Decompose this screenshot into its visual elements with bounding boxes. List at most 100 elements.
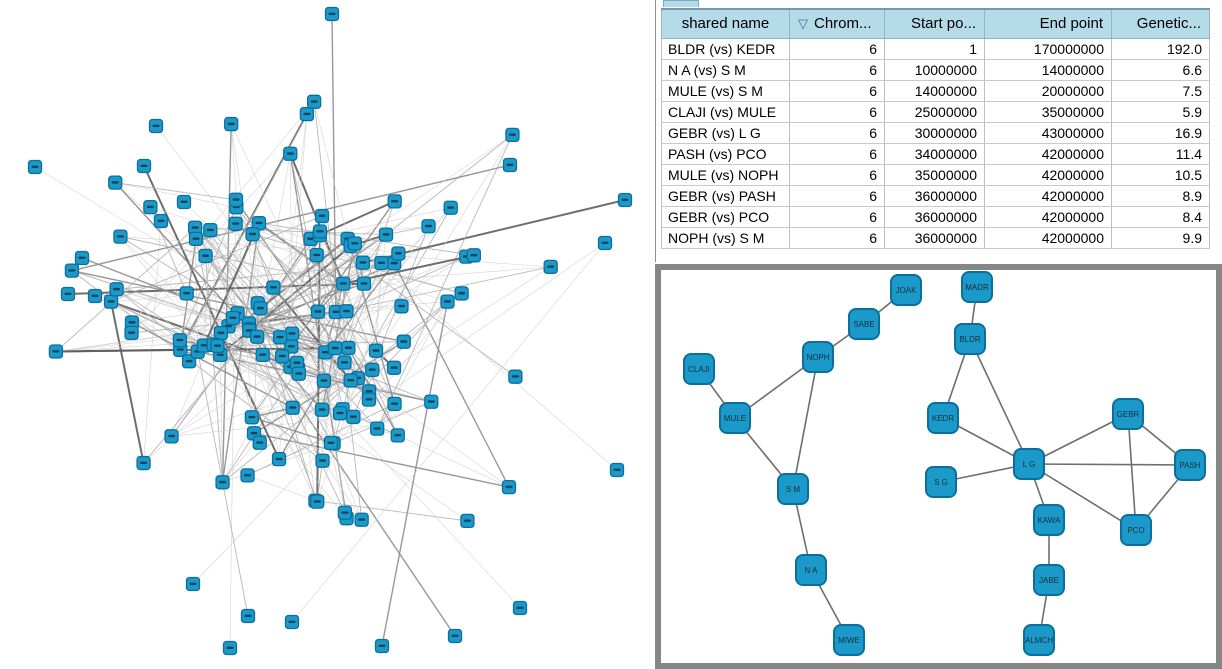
table-row[interactable]: MULE (vs) NOPH 6 35000000 42000000 10.5	[661, 163, 1210, 186]
column-header-start-position[interactable]: Start po...	[884, 8, 985, 39]
network-edge	[110, 215, 323, 303]
node-MADR[interactable]	[961, 271, 993, 303]
node-NOPH[interactable]	[802, 341, 834, 373]
node-KAWA[interactable]	[1033, 504, 1065, 536]
node-MULE[interactable]	[719, 402, 751, 434]
cell-genetic-distance: 16.9	[1111, 121, 1210, 144]
cell-shared-name: MULE (vs) S M	[661, 79, 790, 102]
edge-GEBR-PCO[interactable]	[1127, 413, 1137, 531]
node-L G[interactable]	[1013, 448, 1045, 480]
node-label-smudge	[288, 620, 296, 623]
table-row[interactable]: BLDR (vs) KEDR 6 1 170000000 192.0	[661, 37, 1210, 60]
node-KEDR[interactable]	[927, 402, 959, 434]
cell-shared-name: BLDR (vs) KEDR	[661, 37, 790, 60]
network-edge	[330, 442, 362, 520]
node-JOAK[interactable]	[890, 274, 922, 306]
node-label-smudge	[319, 459, 327, 462]
node-S G[interactable]	[925, 466, 957, 498]
network-edge	[357, 263, 395, 379]
network-edge	[262, 354, 318, 502]
cell-shared-name: GEBR (vs) PCO	[661, 205, 790, 228]
cell-shared-name: GEBR (vs) PASH	[661, 184, 790, 207]
node-ALMCH[interactable]	[1023, 624, 1055, 656]
node-PASH[interactable]	[1174, 449, 1206, 481]
table-row[interactable]: GEBR (vs) PCO 6 36000000 42000000 8.4	[661, 205, 1210, 228]
network-edge	[222, 301, 448, 483]
filtered-network-panel: JOAK SABE NOPH CLAJI MULE S M N A MIWE MADR BLDR K…	[655, 264, 1222, 669]
cell-chromosome: 6	[789, 37, 885, 60]
panel-divider[interactable]	[655, 0, 656, 262]
cell-start-position: 36000000	[884, 184, 985, 207]
column-header-shared-name[interactable]: shared name	[661, 8, 790, 39]
table-row[interactable]: PASH (vs) PCO 6 34000000 42000000 11.4	[661, 142, 1210, 165]
network-edge	[217, 345, 341, 414]
node-CLAJI[interactable]	[683, 353, 715, 385]
column-header-end-point[interactable]: End point	[984, 8, 1112, 39]
node-label-smudge	[505, 485, 513, 489]
column-header-chromosome[interactable]: ▽ Chrom...	[789, 8, 885, 39]
cell-chromosome: 6	[789, 142, 885, 165]
cell-chromosome: 6	[789, 58, 885, 81]
edge-NOPH-S M[interactable]	[792, 356, 819, 490]
node-label-smudge	[314, 310, 322, 313]
node-BLDR[interactable]	[954, 323, 986, 355]
node-MIWE[interactable]	[833, 624, 865, 656]
node-label-smudge	[176, 338, 184, 342]
network-edge	[179, 238, 311, 341]
node-label-smudge	[341, 511, 349, 514]
filtered-network-canvas[interactable]: JOAK SABE NOPH CLAJI MULE S M N A MIWE MADR BLDR K…	[661, 270, 1216, 663]
network-edge	[213, 344, 468, 522]
node-label-smudge	[378, 644, 386, 647]
cell-chromosome: 6	[789, 100, 885, 123]
node-label-smudge	[613, 468, 621, 471]
cell-chromosome: 6	[789, 184, 885, 207]
node-label-smudge	[128, 331, 136, 334]
node-label-smudge	[140, 461, 148, 465]
left-network-canvas[interactable]	[0, 0, 650, 669]
node-label-smudge	[391, 199, 399, 203]
edge-BLDR-L G[interactable]	[969, 338, 1030, 465]
node-GEBR[interactable]	[1112, 398, 1144, 430]
node-label: SABE	[853, 320, 874, 329]
node-label-smudge	[288, 332, 296, 335]
table-row[interactable]: N A (vs) S M 6 10000000 14000000 6.6	[661, 58, 1210, 81]
node-label-smudge	[255, 221, 263, 225]
node-label-smudge	[168, 434, 176, 438]
table-row[interactable]: MULE (vs) S M 6 14000000 20000000 7.5	[661, 79, 1210, 102]
table-row[interactable]: NOPH (vs) S M 6 36000000 42000000 9.9	[661, 226, 1210, 249]
table-row[interactable]: CLAJI (vs) MULE 6 25000000 35000000 5.9	[661, 100, 1210, 123]
table-row[interactable]: GEBR (vs) L G 6 30000000 43000000 16.9	[661, 121, 1210, 144]
node-label-smudge	[506, 163, 514, 166]
cell-shared-name: PASH (vs) PCO	[661, 142, 790, 165]
edge-L G-PCO[interactable]	[1028, 463, 1137, 531]
node-N A[interactable]	[795, 554, 827, 586]
table-row[interactable]: GEBR (vs) PASH 6 36000000 42000000 8.9	[661, 184, 1210, 207]
network-edge	[143, 220, 162, 464]
node-label-smudge	[244, 474, 252, 477]
node-label-smudge	[318, 214, 326, 218]
main-network-view[interactable]	[0, 0, 650, 669]
cell-chromosome: 6	[789, 121, 885, 144]
node-label: S G	[934, 478, 948, 487]
node-label-smudge	[373, 427, 381, 430]
network-edge	[171, 329, 250, 437]
node-label-smudge	[365, 389, 373, 393]
edge-L G-GEBR[interactable]	[1028, 413, 1129, 465]
column-header-genetic-distance[interactable]: Genetic...	[1111, 8, 1210, 39]
column-header-label: Genetic...	[1136, 15, 1201, 33]
node-PCO[interactable]	[1120, 514, 1152, 546]
node-label-smudge	[176, 348, 184, 351]
node-label-smudge	[347, 379, 355, 382]
cell-genetic-distance: 8.4	[1111, 205, 1210, 228]
node-SABE[interactable]	[848, 308, 880, 340]
edge-L G-PASH[interactable]	[1028, 463, 1191, 466]
network-edge	[319, 231, 395, 405]
node-S M[interactable]	[777, 473, 809, 505]
node-JABE[interactable]	[1033, 564, 1065, 596]
cell-genetic-distance: 192.0	[1111, 37, 1210, 60]
cell-end-point: 42000000	[984, 142, 1112, 165]
node-label: KEDR	[932, 414, 954, 423]
table-tab-fragment[interactable]	[663, 0, 699, 7]
node-label-smudge	[365, 398, 373, 401]
filter-icon[interactable]: ▽	[798, 16, 808, 32]
